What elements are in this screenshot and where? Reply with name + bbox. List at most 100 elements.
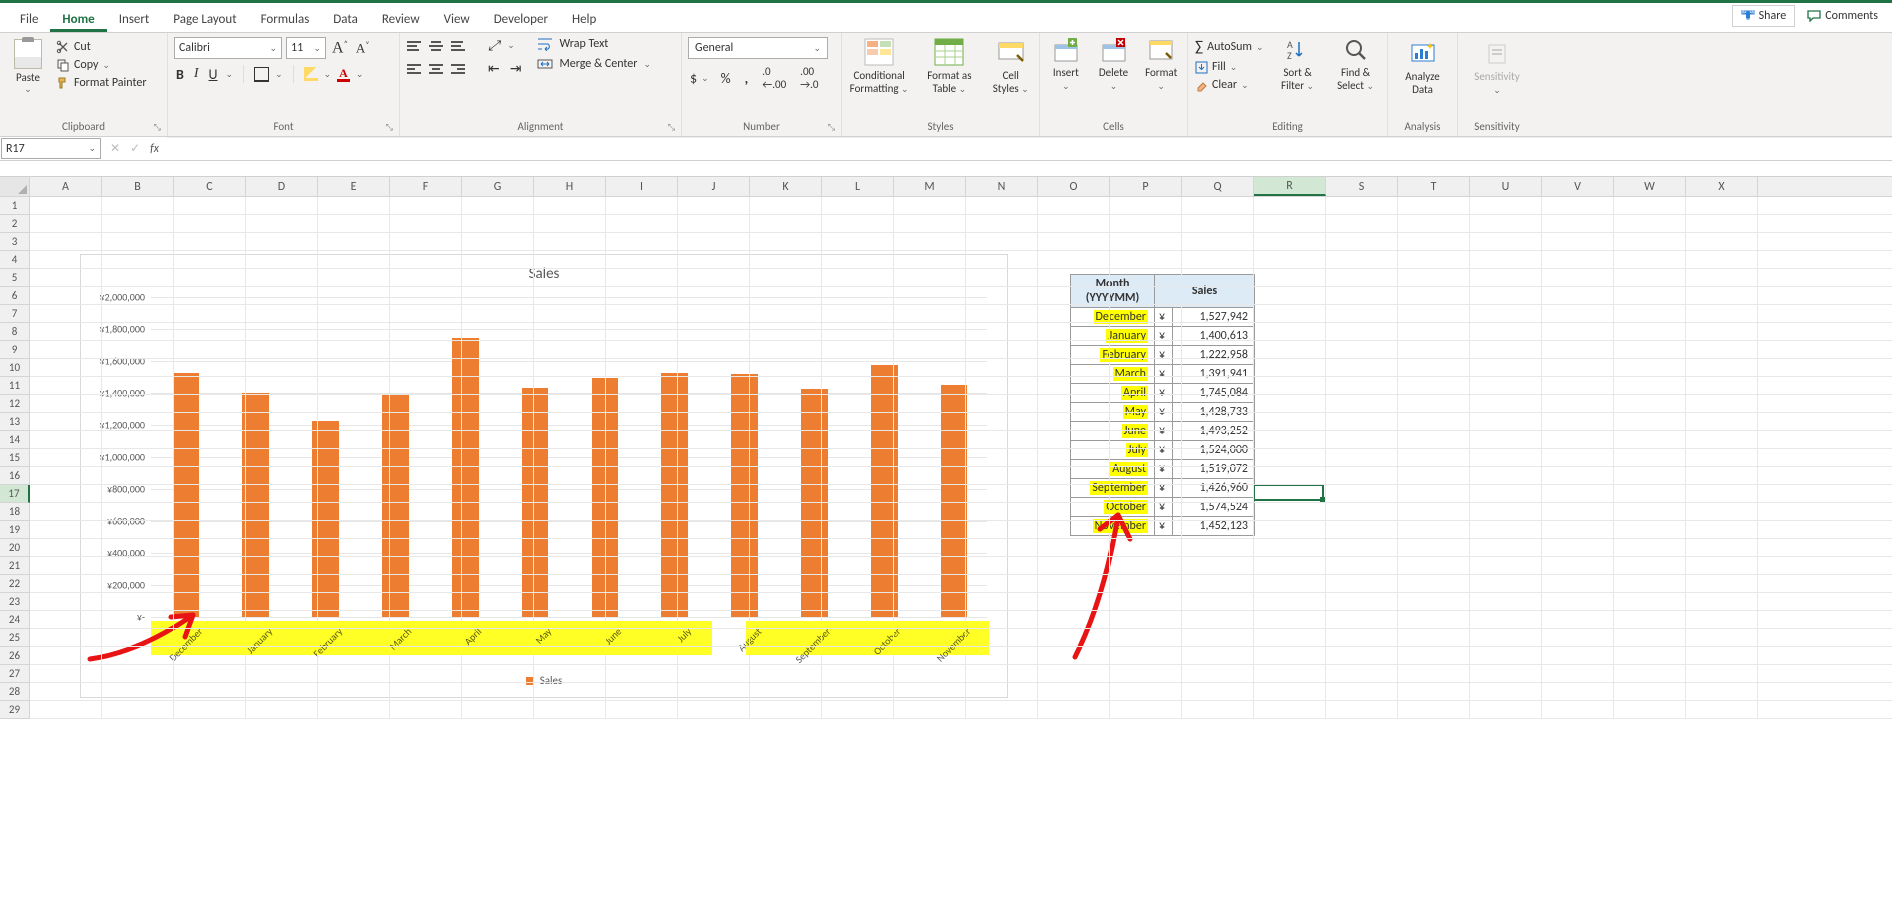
- worksheet-grid[interactable]: ABCDEFGHIJKLMNOPQRSTUVWX 123456789101112…: [0, 177, 1892, 719]
- row-header[interactable]: 26: [0, 647, 30, 665]
- shrink-font-button[interactable]: A˅: [354, 40, 372, 56]
- fill-color-button[interactable]: [304, 67, 318, 81]
- comments-button[interactable]: Comments: [1799, 5, 1886, 27]
- row-header[interactable]: 17: [0, 485, 30, 503]
- copy-button[interactable]: Copy ⌄: [54, 57, 149, 73]
- row-header[interactable]: 5: [0, 269, 30, 287]
- row-header[interactable]: 21: [0, 557, 30, 575]
- column-header[interactable]: L: [822, 177, 894, 196]
- row-header[interactable]: 29: [0, 701, 30, 719]
- analyze-data-button[interactable]: Analyze Data: [1394, 35, 1451, 96]
- row-header[interactable]: 3: [0, 233, 30, 251]
- column-header[interactable]: H: [534, 177, 606, 196]
- italic-button[interactable]: I: [192, 66, 201, 82]
- sort-filter-button[interactable]: AZ Sort & Filter ⌄: [1273, 37, 1323, 92]
- column-header[interactable]: V: [1542, 177, 1614, 196]
- column-header[interactable]: O: [1038, 177, 1110, 196]
- column-header[interactable]: P: [1110, 177, 1182, 196]
- column-header[interactable]: E: [318, 177, 390, 196]
- enter-formula-button[interactable]: ✓: [130, 141, 140, 156]
- indent-decrease-button[interactable]: ⇤: [486, 60, 502, 77]
- insert-cells-button[interactable]: Insert⌄: [1046, 37, 1086, 92]
- comma-button[interactable]: ,: [743, 70, 751, 87]
- grow-font-button[interactable]: A˄: [330, 39, 350, 57]
- font-color-button[interactable]: A: [337, 67, 350, 82]
- row-header[interactable]: 10: [0, 359, 30, 377]
- column-header[interactable]: A: [30, 177, 102, 196]
- row-header[interactable]: 14: [0, 431, 30, 449]
- align-top-button[interactable]: [406, 39, 422, 53]
- column-header[interactable]: M: [894, 177, 966, 196]
- cut-button[interactable]: Cut: [54, 39, 149, 55]
- bold-button[interactable]: B: [174, 66, 186, 83]
- column-header[interactable]: B: [102, 177, 174, 196]
- row-header[interactable]: 16: [0, 467, 30, 485]
- row-header[interactable]: 11: [0, 377, 30, 395]
- font-size-combo[interactable]: 11⌄: [286, 37, 326, 59]
- conditional-formatting-button[interactable]: Conditional Formatting ⌄: [848, 37, 910, 96]
- tab-data[interactable]: Data: [321, 6, 370, 32]
- column-header[interactable]: J: [678, 177, 750, 196]
- row-header[interactable]: 22: [0, 575, 30, 593]
- row-header[interactable]: 23: [0, 593, 30, 611]
- align-bottom-button[interactable]: [450, 39, 466, 53]
- chart-bar[interactable]: [242, 393, 269, 617]
- column-header[interactable]: N: [966, 177, 1038, 196]
- paste-button[interactable]: Paste ⌄: [6, 35, 50, 95]
- tab-developer[interactable]: Developer: [482, 6, 560, 32]
- chart-bar[interactable]: [661, 373, 688, 617]
- row-header[interactable]: 7: [0, 305, 30, 323]
- tab-page-layout[interactable]: Page Layout: [161, 6, 248, 32]
- column-header[interactable]: G: [462, 177, 534, 196]
- row-header[interactable]: 24: [0, 611, 30, 629]
- column-header[interactable]: F: [390, 177, 462, 196]
- row-header[interactable]: 4: [0, 251, 30, 269]
- clear-button[interactable]: Clear ⌄: [1194, 77, 1265, 93]
- find-select-button[interactable]: Find & Select ⌄: [1331, 37, 1381, 92]
- autosum-button[interactable]: ∑AutoSum ⌄: [1194, 37, 1265, 57]
- column-header[interactable]: X: [1686, 177, 1758, 196]
- align-right-button[interactable]: [450, 62, 466, 76]
- row-header[interactable]: 2: [0, 215, 30, 233]
- row-header[interactable]: 1: [0, 197, 30, 215]
- fx-button[interactable]: fx: [150, 142, 159, 156]
- cancel-formula-button[interactable]: ✕: [110, 141, 120, 156]
- row-header[interactable]: 25: [0, 629, 30, 647]
- chart-bar[interactable]: [731, 374, 758, 617]
- formula-input[interactable]: [167, 137, 1892, 160]
- column-header[interactable]: Q: [1182, 177, 1254, 196]
- chart-bar[interactable]: [941, 385, 968, 617]
- format-as-table-button[interactable]: Format as Table ⌄: [918, 37, 980, 96]
- column-header[interactable]: K: [750, 177, 822, 196]
- tab-home[interactable]: Home: [50, 6, 106, 32]
- chart-bar[interactable]: [382, 394, 409, 617]
- number-format-combo[interactable]: General⌄: [688, 37, 828, 59]
- align-left-button[interactable]: [406, 62, 422, 76]
- tab-view[interactable]: View: [432, 6, 482, 32]
- column-header[interactable]: W: [1614, 177, 1686, 196]
- delete-cells-button[interactable]: Delete⌄: [1094, 37, 1134, 92]
- row-header[interactable]: 15: [0, 449, 30, 467]
- decrease-decimal-button[interactable]: .00→.0: [798, 65, 820, 91]
- row-header[interactable]: 8: [0, 323, 30, 341]
- font-name-combo[interactable]: Calibri⌄: [174, 37, 282, 59]
- wrap-text-button[interactable]: Wrap Text: [537, 37, 651, 51]
- column-header[interactable]: R: [1254, 177, 1326, 196]
- tab-review[interactable]: Review: [370, 6, 432, 32]
- row-header[interactable]: 19: [0, 521, 30, 539]
- column-header[interactable]: I: [606, 177, 678, 196]
- column-header[interactable]: S: [1326, 177, 1398, 196]
- underline-button[interactable]: U: [207, 66, 220, 83]
- sales-chart[interactable]: Sales ¥-¥200,000¥400,000¥600,000¥800,000…: [80, 254, 1008, 698]
- row-header[interactable]: 6: [0, 287, 30, 305]
- column-header[interactable]: C: [174, 177, 246, 196]
- row-header[interactable]: 13: [0, 413, 30, 431]
- column-header[interactable]: U: [1470, 177, 1542, 196]
- merge-center-button[interactable]: Merge & Center ⌄: [537, 57, 651, 71]
- borders-button[interactable]: [254, 67, 269, 82]
- tab-file[interactable]: File: [8, 6, 50, 32]
- row-header[interactable]: 18: [0, 503, 30, 521]
- chart-bar[interactable]: [452, 338, 479, 617]
- accounting-button[interactable]: $: [688, 70, 699, 87]
- percent-button[interactable]: %: [719, 70, 733, 87]
